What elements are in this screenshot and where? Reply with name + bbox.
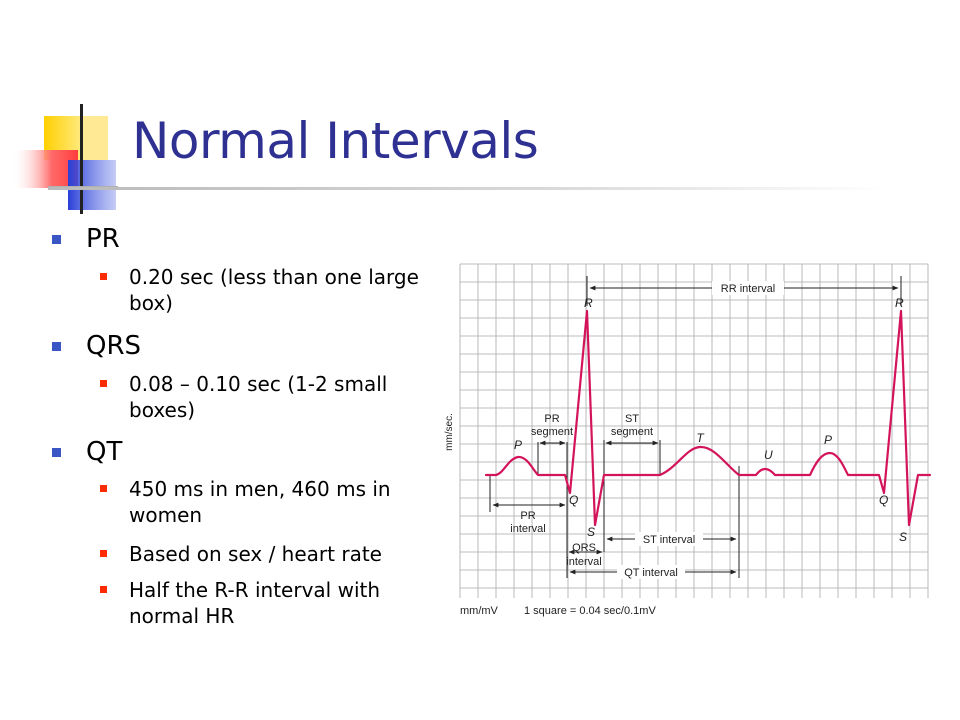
bullet-square-icon xyxy=(52,448,61,457)
wave-label-q: Q xyxy=(569,493,578,507)
wave-label-r: R xyxy=(584,296,593,310)
sub-bullet-qt-basis: Based on sex / heart rate xyxy=(100,541,439,567)
qrs-interval-label-line2: interval xyxy=(566,556,601,568)
pr-segment-label-line2: segment xyxy=(531,426,573,438)
pr-interval-label-line1: PR xyxy=(520,510,535,522)
footer-left-label: mm/mV xyxy=(460,605,499,617)
sub-bullet-square-icon xyxy=(100,586,107,593)
pr-segment-label-line1: PR xyxy=(544,413,559,425)
sub-bullet-square-icon xyxy=(100,380,107,387)
sub-bullet-square-icon xyxy=(100,273,107,280)
sub-bullet-square-icon xyxy=(100,485,107,492)
pr-interval-label-line2: interval xyxy=(510,523,545,535)
ecg-trace xyxy=(484,309,932,527)
sub-bullet-text: 0.20 sec (less than one large box) xyxy=(129,265,419,315)
wave-label-p: P xyxy=(514,438,522,452)
bullet-pr: PR xyxy=(52,224,120,254)
qrs-interval-label-line1: QRS xyxy=(572,542,596,554)
bullet-label: PR xyxy=(86,224,120,254)
sub-bullet-square-icon xyxy=(100,550,107,557)
wave-label-p: P xyxy=(824,433,832,447)
st-segment-label-line2: segment xyxy=(611,426,653,438)
sub-bullet-text: Half the R-R interval with normal HR xyxy=(129,578,381,628)
bullet-qt: QT xyxy=(52,437,123,467)
wave-label-s: S xyxy=(587,525,595,539)
wave-label-s: S xyxy=(899,530,907,544)
ecg-diagram: P R Q S T U P R Q S RR interval PR segme… xyxy=(444,263,932,617)
title-underline xyxy=(48,187,888,190)
sub-bullet-qt-values: 450 ms in men, 460 ms in women xyxy=(100,476,439,528)
sub-bullet-text: 450 ms in men, 460 ms in women xyxy=(129,477,391,527)
interval-labels: RR interval PR segment ST segment PR int… xyxy=(510,281,784,579)
wave-label-q: Q xyxy=(879,493,888,507)
ecg-grid xyxy=(459,263,929,598)
wave-label-u: U xyxy=(764,448,773,462)
st-interval-label: ST interval xyxy=(643,534,695,546)
bullet-square-icon xyxy=(52,235,61,244)
sub-bullet-qrs-duration: 0.08 – 0.10 sec (1-2 small boxes) xyxy=(100,371,439,423)
bullet-label: QRS xyxy=(86,331,142,361)
footer-scale-label: 1 square = 0.04 sec/0.1mV xyxy=(524,605,656,617)
st-segment-label-line1: ST xyxy=(625,413,639,425)
sub-bullet-text: 0.08 – 0.10 sec (1-2 small boxes) xyxy=(129,372,388,422)
rr-interval-label: RR interval xyxy=(721,283,775,295)
sub-bullet-qt-rr: Half the R-R interval with normal HR xyxy=(100,577,439,629)
slide-title: Normal Intervals xyxy=(132,112,539,170)
wave-label-r: R xyxy=(895,296,904,310)
sub-bullet-text: Based on sex / heart rate xyxy=(129,542,382,566)
bullet-label: QT xyxy=(86,437,123,467)
wave-label-t: T xyxy=(696,431,705,445)
bullet-square-icon xyxy=(52,342,61,351)
ecg-figure: P R Q S T U P R Q S RR interval PR segme… xyxy=(438,262,932,622)
sub-bullet-pr-duration: 0.20 sec (less than one large box) xyxy=(100,264,439,316)
bullet-qrs: QRS xyxy=(52,331,142,361)
wave-labels: P R Q S T U P R Q S xyxy=(514,296,907,544)
qt-interval-label: QT interval xyxy=(624,567,678,579)
interval-guides xyxy=(489,276,902,578)
bullet-list: PR 0.20 sec (less than one large box) QR… xyxy=(0,0,440,720)
y-axis-label: mm/sec. xyxy=(444,413,455,451)
